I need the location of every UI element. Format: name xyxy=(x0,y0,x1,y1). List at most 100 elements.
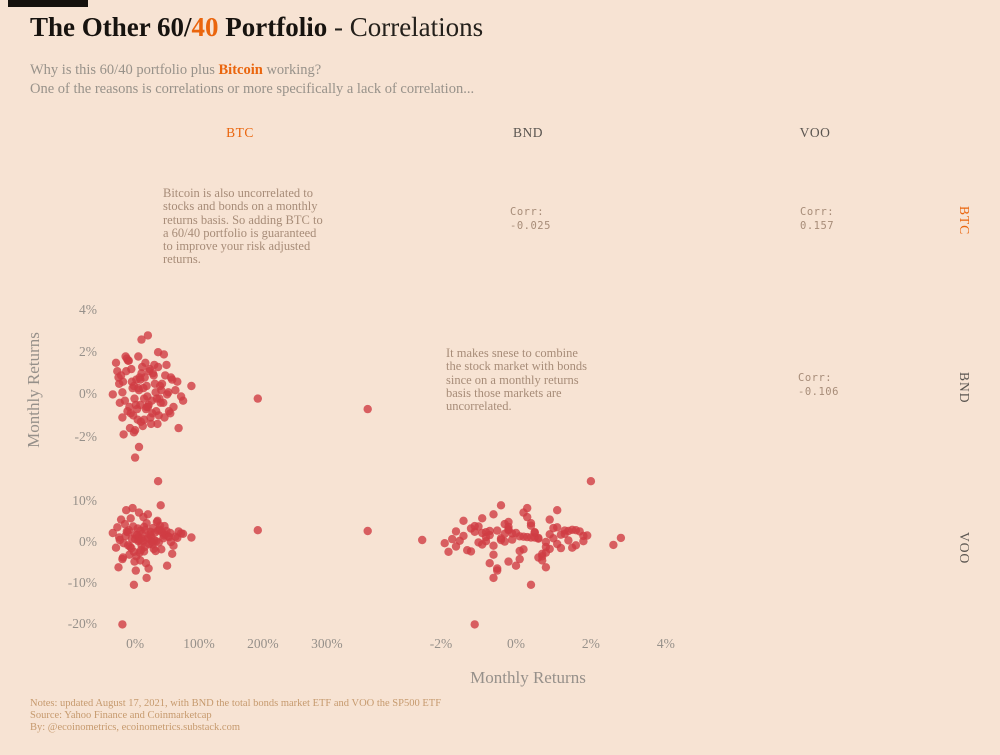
annotation-btc-line: to improve your risk adjusted xyxy=(163,239,311,254)
data-point-btc-bnd xyxy=(129,381,139,391)
data-point-btc-bnd xyxy=(145,364,154,374)
annotation-bnd: It makes snese to combine the stock mark… xyxy=(446,346,656,413)
data-point-btc-bnd xyxy=(126,409,135,418)
data-point-btc-voo xyxy=(143,533,153,543)
data-point-btc-bnd xyxy=(187,381,196,391)
data-point-btc-voo xyxy=(153,526,163,535)
notes-line1: Notes: updated August 17, 2021, with BND… xyxy=(30,698,442,709)
subtitle-line1-pre: Why is this 60/40 portfolio plus xyxy=(30,62,219,78)
data-point-btc-bnd xyxy=(162,360,171,370)
page-title: The Other 60/40 Portfolio - Correlations xyxy=(30,12,483,43)
data-point-bnd-voo xyxy=(586,477,596,486)
data-point-bnd-voo xyxy=(541,537,551,547)
data-point-btc-voo xyxy=(126,514,135,523)
data-point-bnd-voo xyxy=(564,536,573,545)
y-tick-label-btc-bnd: 2% xyxy=(79,344,97,360)
annotation-bnd-line: the stock market with bonds xyxy=(446,359,587,374)
data-point-btc-bnd xyxy=(153,348,163,357)
correlation-label: Corr: xyxy=(510,206,545,218)
data-point-btc-bnd xyxy=(118,388,127,397)
data-point-btc-voo xyxy=(122,527,131,536)
data-point-bnd-voo xyxy=(478,514,487,523)
data-point-bnd-voo xyxy=(451,527,461,536)
data-point-btc-bnd xyxy=(138,421,147,431)
correlation-label: Corr: xyxy=(798,372,833,384)
data-point-btc-bnd xyxy=(363,404,372,414)
subtitle-line1-post: working? xyxy=(262,62,322,78)
data-point-bnd-voo xyxy=(493,526,502,535)
data-point-bnd-voo xyxy=(545,544,554,554)
data-point-btc-bnd xyxy=(131,400,140,410)
data-point-btc-voo xyxy=(187,533,196,542)
annotation-bnd-line: basis those markets are xyxy=(446,385,562,400)
title-part1: The Other 60/ xyxy=(30,12,192,42)
data-point-bnd-voo xyxy=(504,526,513,535)
data-point-btc-bnd xyxy=(157,379,167,388)
data-point-btc-bnd xyxy=(160,413,169,422)
annotation-bnd-line: It makes snese to combine xyxy=(446,346,578,360)
data-point-btc-voo xyxy=(129,547,139,556)
data-point-btc-bnd xyxy=(153,419,162,429)
x-tick-label-btc-voo: 100% xyxy=(183,636,215,651)
row-label-voo: VOO xyxy=(957,532,972,565)
x-tick-label-bnd-voo: 2% xyxy=(581,636,600,651)
data-point-btc-bnd xyxy=(164,407,174,416)
data-point-bnd-voo xyxy=(545,515,554,524)
data-point-btc-voo xyxy=(151,546,160,556)
data-point-btc-voo xyxy=(156,501,165,510)
data-point-bnd-voo xyxy=(511,561,521,570)
data-point-btc-voo xyxy=(168,549,177,558)
data-point-bnd-voo xyxy=(496,501,506,510)
data-point-btc-bnd xyxy=(143,331,153,340)
data-point-bnd-voo xyxy=(489,550,498,559)
data-point-btc-bnd xyxy=(130,394,139,403)
data-point-bnd-voo xyxy=(485,526,494,536)
data-point-bnd-voo xyxy=(485,559,494,568)
data-point-bnd-voo xyxy=(515,554,524,564)
data-point-bnd-voo xyxy=(489,510,498,519)
correlation-value: -0.106 xyxy=(798,385,839,398)
data-point-bnd-voo xyxy=(568,543,577,552)
data-point-btc-bnd xyxy=(141,358,150,367)
data-point-btc-voo xyxy=(136,556,145,565)
data-point-bnd-voo xyxy=(474,538,483,547)
data-point-btc-voo xyxy=(164,532,174,542)
data-point-btc-bnd xyxy=(114,373,123,382)
data-point-btc-voo xyxy=(122,506,131,515)
data-point-btc-bnd xyxy=(118,413,127,422)
x-tick-label-bnd-voo: 0% xyxy=(506,636,525,651)
data-point-btc-bnd xyxy=(139,394,149,403)
correlation-label: Corr: xyxy=(800,206,835,218)
data-point-bnd-voo xyxy=(553,506,562,515)
data-point-btc-voo xyxy=(363,526,372,536)
data-point-bnd-voo xyxy=(526,521,536,530)
data-point-btc-voo xyxy=(131,566,140,575)
correlation-bnd-voo: Corr: -0.106 xyxy=(798,372,839,399)
data-point-btc-bnd xyxy=(166,373,176,382)
data-point-bnd-voo xyxy=(579,537,588,546)
data-point-bnd-voo xyxy=(463,546,472,555)
data-point-btc-voo xyxy=(143,510,153,519)
data-point-btc-bnd xyxy=(108,390,118,399)
data-point-bnd-voo xyxy=(515,546,524,556)
y-tick-label-btc-voo: -10% xyxy=(67,574,97,590)
data-point-bnd-voo xyxy=(511,528,521,538)
data-point-bnd-voo xyxy=(508,535,517,544)
data-point-btc-bnd xyxy=(134,442,144,452)
data-point-btc-voo xyxy=(118,620,127,629)
data-point-bnd-voo xyxy=(504,557,513,566)
x-tick-label-btc-voo: 200% xyxy=(247,636,279,651)
data-point-btc-bnd xyxy=(122,367,131,376)
data-point-btc-voo xyxy=(129,580,139,589)
subtitle-line2: One of the reasons is correlations or mo… xyxy=(30,81,475,97)
data-point-btc-bnd xyxy=(164,388,173,397)
x-tick-label-bnd-voo: 4% xyxy=(656,636,675,651)
column-header-voo: VOO xyxy=(799,125,831,140)
annotation-bnd-line: since on a monthly returns xyxy=(446,372,579,387)
data-point-btc-bnd xyxy=(153,362,163,372)
data-point-btc-voo xyxy=(160,521,169,531)
data-point-bnd-voo xyxy=(526,580,536,589)
data-point-btc-bnd xyxy=(142,402,151,412)
data-point-btc-voo xyxy=(118,553,128,562)
